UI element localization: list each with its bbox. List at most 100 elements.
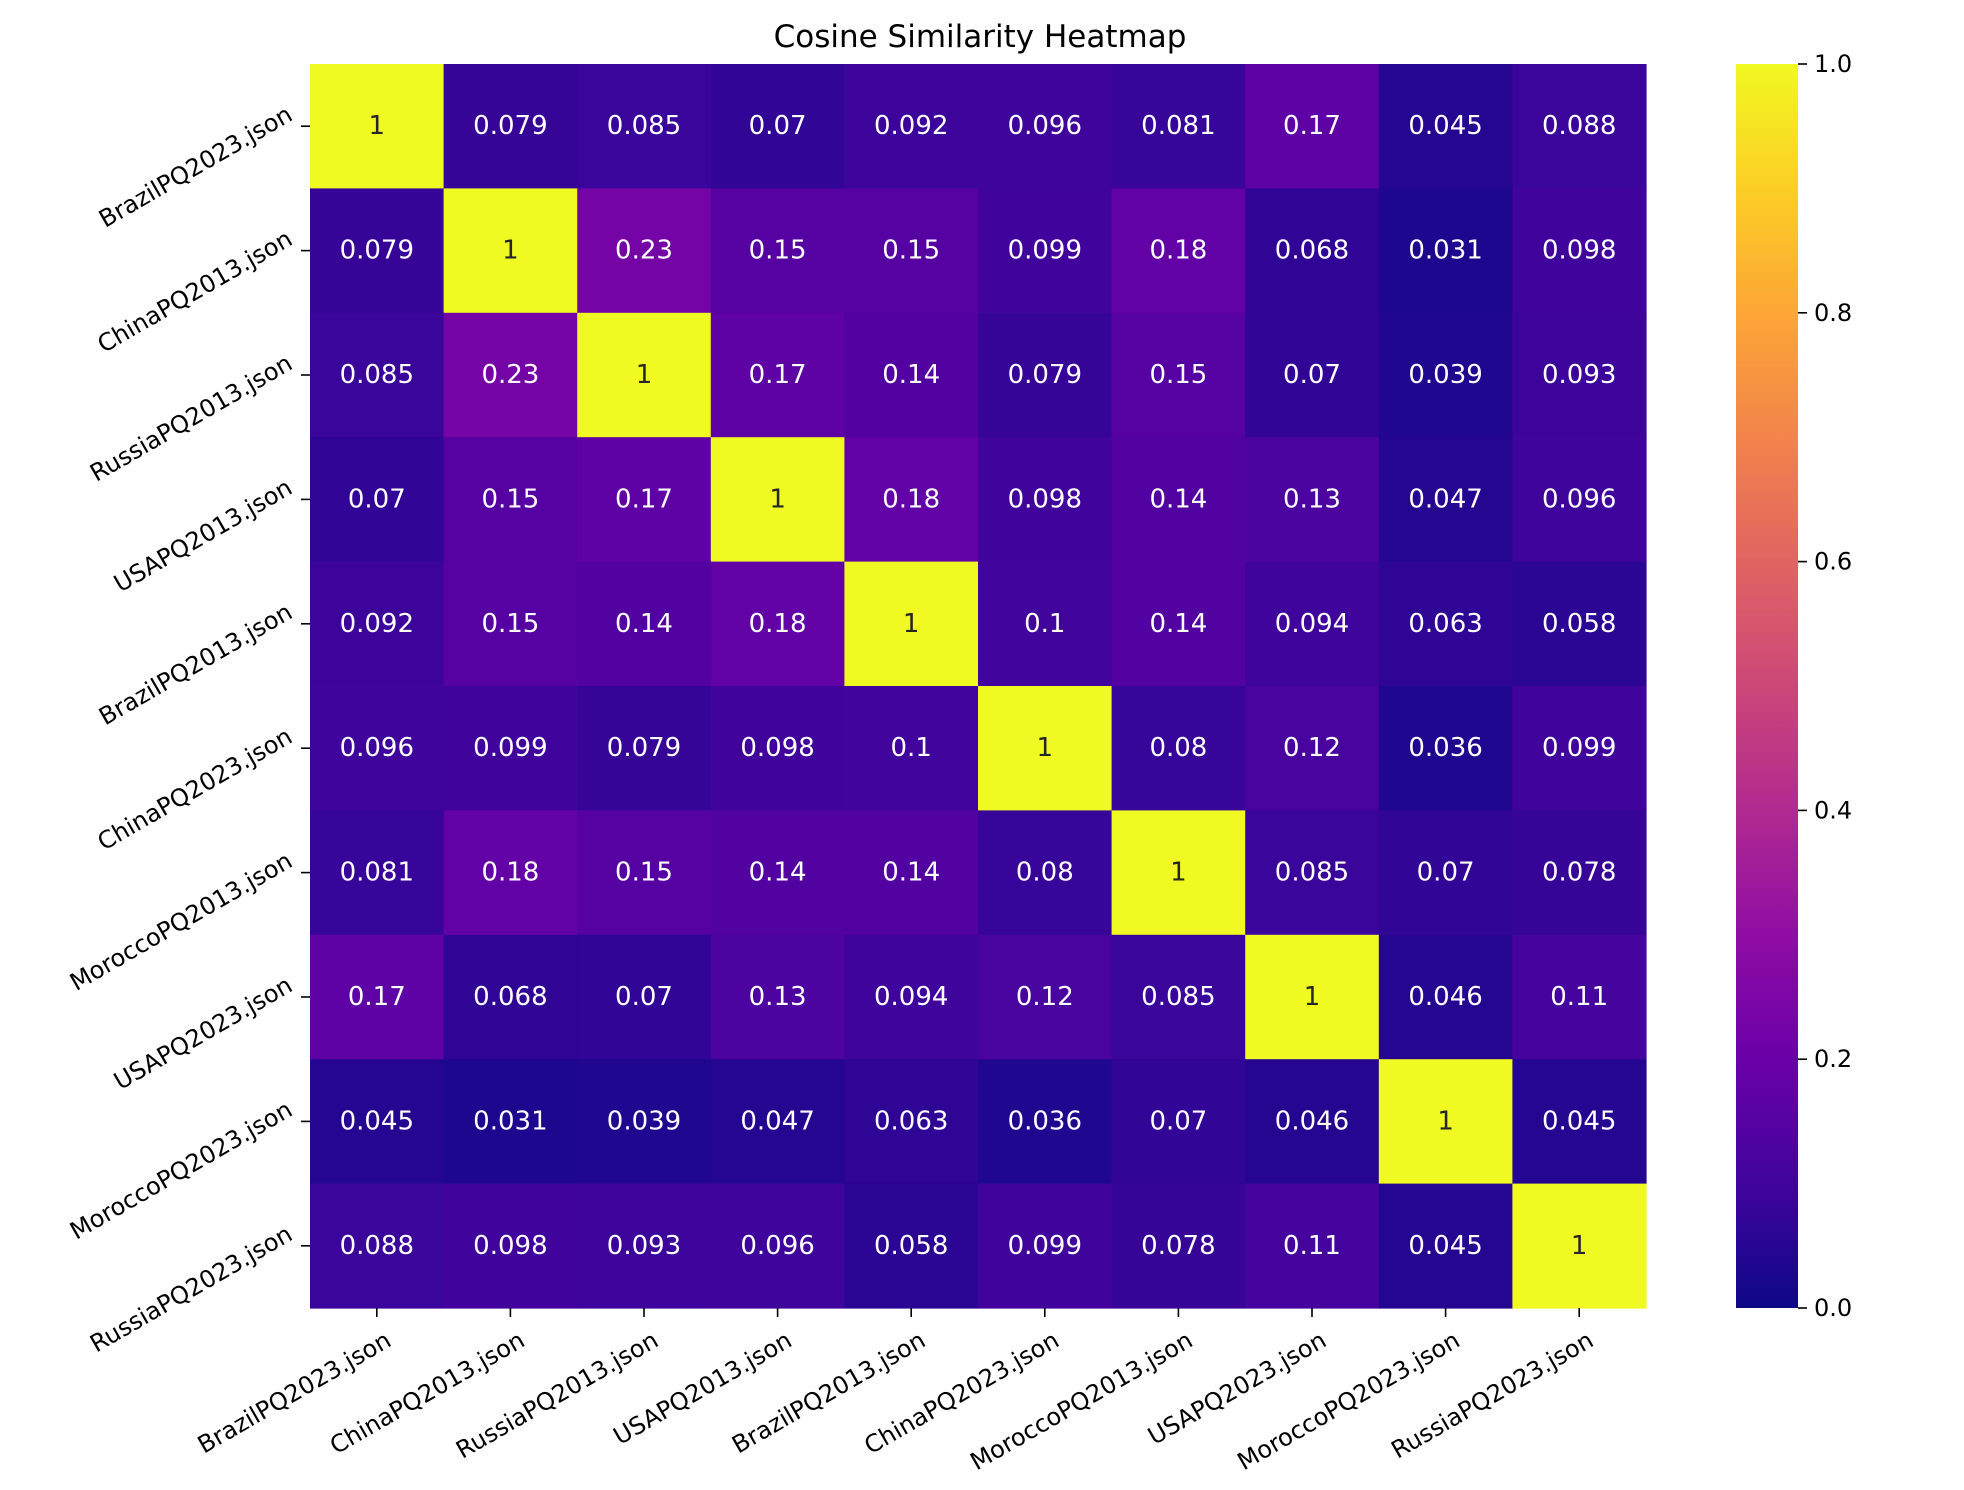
heatmap-cell: [1378, 1183, 1513, 1309]
heatmap-cell: [1111, 312, 1246, 438]
cell-value-label: 0.13: [1283, 484, 1341, 514]
cell-value-label: 1: [502, 236, 519, 266]
heatmap-cell: [1245, 437, 1380, 563]
cell-value-label: 0.093: [607, 1231, 681, 1261]
heatmap-cell: [310, 312, 445, 438]
cell-value-label: 0.099: [1542, 733, 1616, 763]
heatmap-cell: [1111, 1059, 1246, 1185]
colorbar-tick-label: 0.0: [1814, 1294, 1852, 1322]
heatmap-cell: [1245, 1059, 1380, 1185]
cell-value-label: 0.046: [1275, 1106, 1349, 1136]
cell-value-label: 0.045: [1408, 1231, 1482, 1261]
heatmap-cell: [710, 437, 845, 563]
cell-value-label: 0.098: [740, 733, 814, 763]
y-tick-label: USAPQ2013.json: [109, 473, 297, 598]
heatmap-cell: [978, 934, 1113, 1060]
colorbar-tick-label: 0.6: [1814, 548, 1852, 576]
cell-value-label: 0.039: [607, 1106, 681, 1136]
heatmap-cell: [577, 686, 712, 811]
heatmap-cell: [443, 437, 578, 563]
heatmap-cell: [1245, 188, 1380, 314]
cell-value-label: 1: [369, 111, 386, 141]
cell-value-label: 0.096: [740, 1231, 814, 1261]
heatmap-cell: [1111, 188, 1246, 314]
heatmap-cell: [577, 934, 712, 1060]
heatmap-cell: [710, 934, 845, 1060]
heatmap-cell: [978, 686, 1113, 811]
heatmap-cell: [1378, 934, 1513, 1060]
heatmap-cell: [1111, 437, 1246, 563]
cell-value-label: 0.08: [1149, 733, 1207, 763]
cell-value-label: 0.096: [1542, 484, 1616, 514]
heatmap-cell: [310, 1059, 445, 1185]
cell-value-label: 0.099: [1008, 236, 1082, 266]
heatmap-cell: [978, 810, 1113, 936]
cell-value-label: 0.036: [1008, 1106, 1082, 1136]
chart-title: Cosine Similarity Heatmap: [774, 19, 1187, 55]
heatmap-cell: [1245, 934, 1380, 1060]
heatmap-cell: [577, 188, 712, 314]
heatmap-cell: [1111, 1183, 1246, 1309]
heatmap-cell: [1245, 64, 1380, 189]
cell-value-label: 0.094: [874, 982, 948, 1012]
cell-value-label: 1: [636, 360, 653, 390]
heatmap-cell: [1111, 561, 1246, 687]
cell-value-label: 0.23: [615, 236, 673, 266]
heatmap-cell: [1245, 561, 1380, 687]
cell-value-label: 0.058: [1542, 609, 1616, 639]
y-tick-label: MoroccoPQ2013.json: [65, 846, 297, 996]
heatmap-cell: [844, 934, 979, 1060]
y-tick-label: BrazilPQ2023.json: [94, 100, 297, 233]
heatmap-cell: [978, 188, 1113, 314]
heatmap-cell: [1378, 312, 1513, 438]
cell-value-label: 0.15: [615, 858, 673, 888]
cell-value-label: 0.046: [1408, 982, 1482, 1012]
cell-value-label: 1: [769, 484, 786, 514]
x-tick-label: MoroccoPQ2023.json: [1233, 1326, 1465, 1476]
heatmap-cell: [844, 810, 979, 936]
cell-value-label: 0.18: [882, 484, 940, 514]
x-tick-label: MoroccoPQ2013.json: [965, 1326, 1197, 1476]
heatmap-cell: [443, 1059, 578, 1185]
heatmap-cell: [710, 810, 845, 936]
heatmap-cell: [1512, 1183, 1647, 1309]
heatmap-cell: [1378, 810, 1513, 936]
heatmap-cells: [310, 64, 1647, 1309]
cell-value-label: 0.063: [874, 1106, 948, 1136]
heatmap-cell: [978, 64, 1113, 189]
cell-value-label: 0.079: [473, 111, 547, 141]
heatmap-cell-labels: 1 0.079 0.085 0.07 0.092 0.096 0.081 0.17 0.045 0…: [340, 111, 1617, 1261]
heatmap-cell: [1512, 64, 1647, 189]
cell-value-label: 0.079: [607, 733, 681, 763]
cell-value-label: 0.15: [481, 484, 539, 514]
cell-value-label: 0.092: [340, 609, 414, 639]
cell-value-label: 0.094: [1275, 609, 1349, 639]
colorbar: 0.0 0.2 0.4 0.6 0.8 1.0: [1736, 50, 1852, 1322]
cell-value-label: 0.058: [874, 1231, 948, 1261]
heatmap-cell: [1111, 934, 1246, 1060]
heatmap-cell: [1512, 188, 1647, 314]
heatmap-cell: [1512, 561, 1647, 687]
cell-value-label: 0.14: [1149, 484, 1207, 514]
cell-value-label: 0.085: [1275, 858, 1349, 888]
heatmap-cell: [577, 1183, 712, 1309]
x-axis: BrazilPQ2023.jsonChinaPQ2013.jsonRussiaP…: [193, 1308, 1598, 1476]
cell-value-label: 0.079: [340, 236, 414, 266]
heatmap-cell: [577, 437, 712, 563]
heatmap-cell: [844, 1059, 979, 1185]
heatmap-cell: [1378, 1059, 1513, 1185]
cell-value-label: 0.081: [340, 858, 414, 888]
heatmap-cell: [1111, 810, 1246, 936]
heatmap-cell: [844, 312, 979, 438]
cell-value-label: 0.099: [1008, 1231, 1082, 1261]
cell-value-label: 0.14: [882, 858, 940, 888]
cell-value-label: 0.17: [749, 360, 807, 390]
y-tick-label: RussiaPQ2023.json: [85, 1220, 297, 1358]
heatmap-cell: [978, 437, 1113, 563]
cell-value-label: 0.15: [481, 609, 539, 639]
cell-value-label: 0.14: [1149, 609, 1207, 639]
heatmap-cell: [1245, 312, 1380, 438]
cell-value-label: 0.12: [1016, 982, 1074, 1012]
heatmap-cell: [310, 1183, 445, 1309]
cell-value-label: 0.07: [615, 982, 673, 1012]
